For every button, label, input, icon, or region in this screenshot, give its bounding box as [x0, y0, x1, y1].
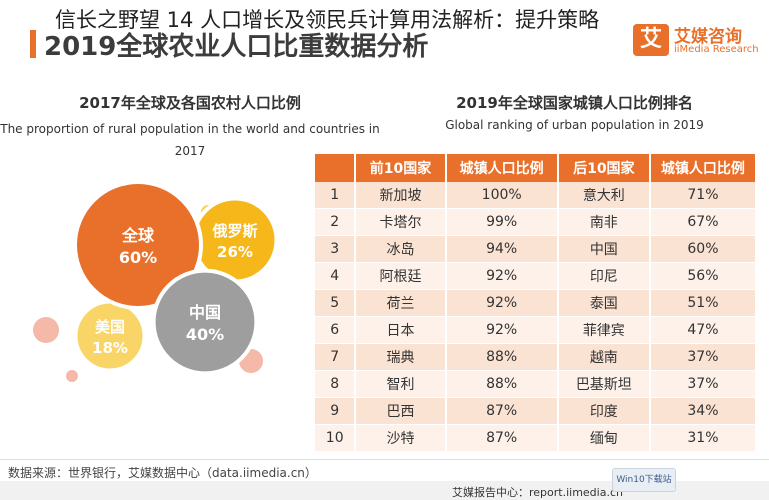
table-cell: 88%	[445, 370, 559, 398]
table-cell: 92%	[445, 316, 559, 344]
urban-ranking-table: 前10国家 城镇人口比例 后10国家 城镇人口比例 1 新加坡 100% 意大利 71% 2 卡塔…	[315, 154, 755, 452]
bubble-value-label: 18%	[92, 339, 128, 357]
bubble-value-label: 40%	[186, 325, 224, 344]
table-cell: 缅甸	[557, 424, 651, 452]
bubble-category-label: 俄罗斯	[211, 222, 257, 240]
table-cell: 意大利	[557, 182, 651, 209]
table-cell: 87%	[445, 397, 559, 425]
table-cell: 92%	[445, 289, 559, 317]
table-row: 9 巴西 87% 印度 34%	[315, 397, 755, 425]
table-cell: 菲律宾	[557, 316, 651, 344]
table-cell: 南非	[557, 208, 651, 236]
table-cell: 智利	[355, 370, 447, 398]
table-cell: 印度	[557, 397, 651, 425]
table-cell: 6	[315, 316, 357, 344]
table-cell: 2	[315, 208, 357, 236]
table-cell: 巴基斯坦	[557, 370, 651, 398]
logo-name-cn: 艾媒咨询	[674, 27, 742, 47]
table-cell: 巴西	[355, 397, 447, 425]
table-row: 10 沙特 87% 缅甸 31%	[315, 424, 755, 452]
table-cell: 泰国	[557, 289, 651, 317]
decor-dot-pink-small	[66, 370, 78, 382]
table-cell: 10	[315, 424, 357, 452]
table-row: 3 冰岛 94% 中国 60%	[315, 235, 755, 263]
rural-chart-subtitle: The proportion of rural population in th…	[0, 122, 380, 158]
table-cell: 88%	[445, 343, 559, 371]
table-row: 6 日本 92% 菲律宾 47%	[315, 316, 755, 344]
bubble-value-label: 26%	[217, 243, 253, 261]
bubble-value-label: 60%	[119, 248, 157, 267]
bubble-0	[73, 180, 203, 310]
footer-text: 艾媒报告中心：report.iimedia.cn	[452, 486, 623, 499]
iimedia-logo-icon: 艾	[633, 24, 669, 56]
table-row: 2 卡塔尔 99% 南非 67%	[315, 208, 755, 236]
table-row: 8 智利 88% 巴基斯坦 37%	[315, 370, 755, 398]
table-cell: 卡塔尔	[355, 208, 447, 236]
table-cell: 51%	[649, 289, 755, 317]
table-cell: 67%	[649, 208, 755, 236]
table-cell: 4	[315, 262, 357, 290]
table-cell: 47%	[649, 316, 755, 344]
table-row: 7 瑞典 88% 越南 37%	[315, 343, 755, 371]
table-cell: 87%	[445, 424, 559, 452]
column-header	[315, 154, 357, 182]
table-cell: 瑞典	[355, 343, 447, 371]
table-row: 4 阿根廷 92% 印尼 56%	[315, 262, 755, 290]
bubble-3	[151, 268, 259, 376]
column-header: 前10国家	[355, 154, 447, 182]
table-cell: 34%	[649, 397, 755, 425]
table-cell: 越南	[557, 343, 651, 371]
table-cell: 阿根廷	[355, 262, 447, 290]
table-cell: 8	[315, 370, 357, 398]
table-cell: 99%	[445, 208, 559, 236]
urban-table-subtitle: Global ranking of urban population in 20…	[445, 118, 704, 132]
table-cell: 印尼	[557, 262, 651, 290]
column-header: 城镇人口比例	[445, 154, 559, 182]
table-cell: 100%	[445, 182, 559, 209]
table-row: 1 新加坡 100% 意大利 71%	[315, 182, 755, 209]
table-cell: 37%	[649, 343, 755, 371]
source-divider	[0, 459, 769, 460]
table-cell: 日本	[355, 316, 447, 344]
bubble-category-label: 全球	[121, 226, 155, 245]
table-cell: 1	[315, 182, 357, 209]
slide-title: 2019全球农业人口比重数据分析	[44, 32, 429, 62]
bubble-category-label: 美国	[95, 318, 125, 336]
footer-bar	[0, 481, 769, 500]
column-header: 城镇人口比例	[649, 154, 755, 182]
table-row: 5 荷兰 92% 泰国 51%	[315, 289, 755, 317]
header: 2019全球农业人口比重数据分析 信长之野望 14 人口增长及领民兵计算用法解析…	[0, 0, 769, 62]
table-cell: 60%	[649, 235, 755, 263]
urban-table-title: 2019年全球国家城镇人口比例排名	[456, 94, 693, 112]
table-cell: 沙特	[355, 424, 447, 452]
rural-population-bubble-chart: 俄罗斯 26% 美国 18% 全球 60% 中国 40%	[33, 180, 279, 382]
bubble-2	[73, 299, 147, 373]
table-cell: 56%	[649, 262, 755, 290]
overlay-title: 信长之野望 14 人口增长及领民兵计算用法解析：提升策略	[55, 8, 600, 32]
table-cell: 7	[315, 343, 357, 371]
table-cell: 中国	[557, 235, 651, 263]
data-source: 数据来源：世界银行，艾媒数据中心（data.iimedia.cn）	[8, 466, 317, 480]
table-cell: 新加坡	[355, 182, 447, 209]
table-cell: 5	[315, 289, 357, 317]
table-header-row: 前10国家 城镇人口比例 后10国家 城镇人口比例	[315, 154, 755, 182]
column-header: 后10国家	[557, 154, 651, 182]
title-accent-bar	[30, 30, 36, 58]
table-cell: 荷兰	[355, 289, 447, 317]
table-cell: 94%	[445, 235, 559, 263]
table-cell: 71%	[649, 182, 755, 209]
bubble-category-label: 中国	[189, 303, 221, 322]
table-cell: 3	[315, 235, 357, 263]
watermark-badge: Win10下载站	[612, 468, 676, 492]
table-cell: 37%	[649, 370, 755, 398]
table-cell: 92%	[445, 262, 559, 290]
table-cell: 冰岛	[355, 235, 447, 263]
table-cell: 31%	[649, 424, 755, 452]
logo-name-en: iiMedia Research	[674, 44, 759, 55]
decor-dot-pink-left	[33, 317, 59, 343]
rural-chart-title: 2017年全球及各国农村人口比例	[79, 94, 301, 112]
table-cell: 9	[315, 397, 357, 425]
